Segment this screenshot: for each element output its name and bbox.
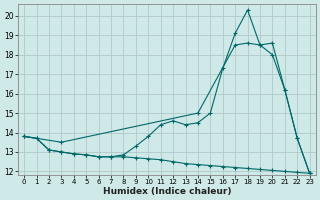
X-axis label: Humidex (Indice chaleur): Humidex (Indice chaleur): [103, 187, 231, 196]
